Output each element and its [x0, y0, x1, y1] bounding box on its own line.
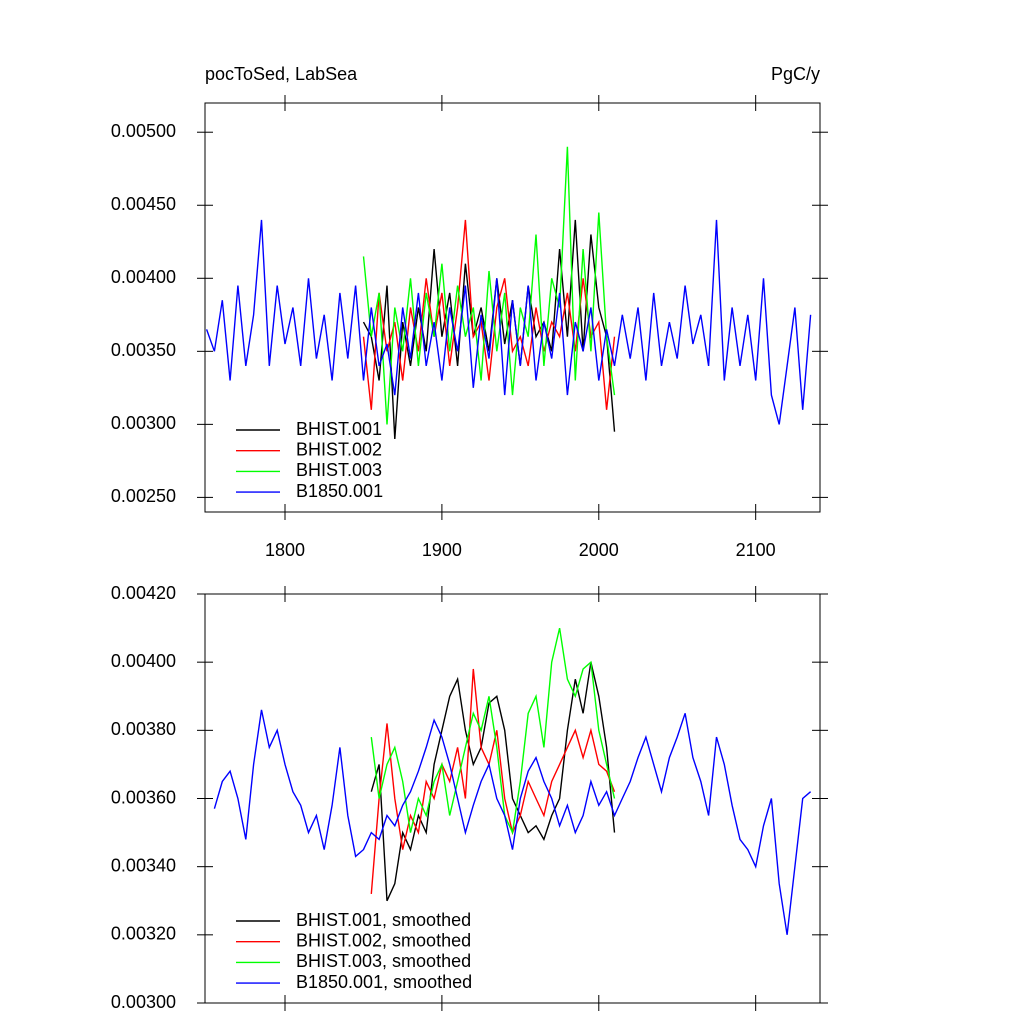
y-tick-label: 0.00340: [111, 855, 176, 875]
legend-label: BHIST.003, smoothed: [296, 951, 471, 971]
series-line: [362, 219, 616, 440]
x-tick-label: 1900: [422, 540, 462, 560]
series-line: [205, 219, 812, 425]
y-tick-label: 0.00420: [111, 583, 176, 603]
y-tick-label: 0.00400: [111, 651, 176, 671]
y-tick-label: 0.00350: [111, 340, 176, 360]
y-tick-label: 0.00300: [111, 413, 176, 433]
series-line: [362, 219, 616, 410]
legend-label: BHIST.002, smoothed: [296, 930, 471, 950]
legend-label: B1850.001, smoothed: [296, 972, 472, 992]
y-tick-label: 0.00380: [111, 719, 176, 739]
y-tick-label: 0.00400: [111, 267, 176, 287]
x-tick-label: 2000: [579, 540, 619, 560]
y-tick-label: 0.00320: [111, 924, 176, 944]
series-line: [370, 662, 616, 902]
series-line: [370, 627, 616, 836]
x-tick-label: 2100: [736, 540, 776, 560]
units-label: PgC/y: [771, 64, 820, 84]
series-line: [213, 709, 812, 935]
chart-title: pocToSed, LabSea: [205, 64, 358, 84]
series-line: [362, 146, 616, 425]
legend-label: BHIST.001: [296, 419, 382, 439]
legend-label: BHIST.002: [296, 439, 382, 459]
legend-label: BHIST.001, smoothed: [296, 910, 471, 930]
series-line: [370, 668, 616, 894]
y-tick-label: 0.00250: [111, 486, 176, 506]
y-tick-label: 0.00500: [111, 121, 176, 141]
legend-label: BHIST.003: [296, 460, 382, 480]
plot-frame: [204, 102, 821, 513]
y-tick-label: 0.00360: [111, 787, 176, 807]
legend-label: B1850.001: [296, 481, 383, 501]
y-tick-label: 0.00450: [111, 194, 176, 214]
y-tick-label: 0.00300: [111, 992, 176, 1012]
x-tick-label: 1800: [265, 540, 305, 560]
